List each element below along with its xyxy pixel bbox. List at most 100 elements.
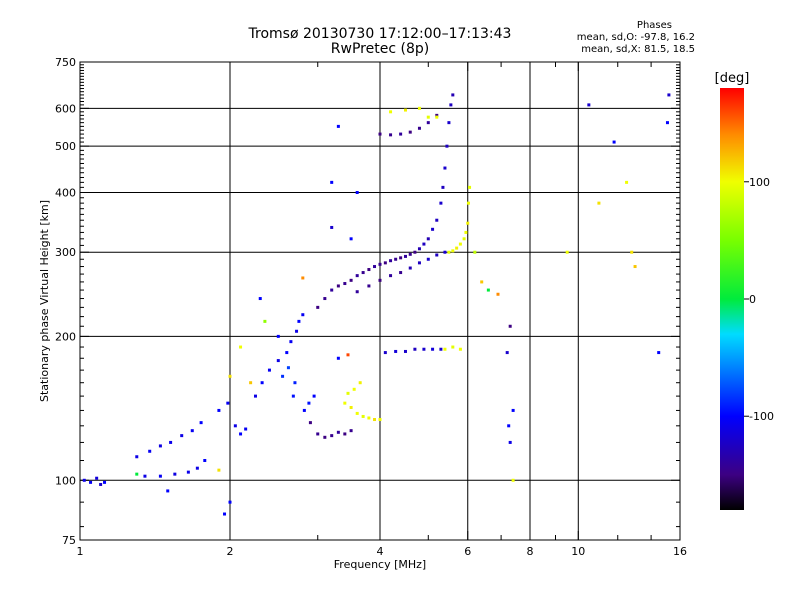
- data-point: [511, 408, 515, 412]
- colorbar: [720, 88, 744, 510]
- data-point: [349, 237, 353, 241]
- data-point: [431, 347, 435, 351]
- data-point: [367, 284, 371, 288]
- data-point: [186, 470, 190, 474]
- x-tick-label: 10: [571, 545, 585, 558]
- data-point: [158, 474, 162, 478]
- y-tick-label: 200: [55, 330, 76, 343]
- x-tick-label: 8: [527, 545, 534, 558]
- data-point: [233, 424, 237, 428]
- data-point: [422, 347, 426, 351]
- data-point: [143, 474, 147, 478]
- data-point: [169, 440, 173, 444]
- data-point: [394, 349, 398, 353]
- data-point: [480, 280, 484, 284]
- data-point: [443, 166, 447, 170]
- data-point: [458, 347, 462, 351]
- data-point: [330, 434, 334, 438]
- data-point: [343, 401, 347, 405]
- data-point: [383, 261, 387, 265]
- data-point: [82, 478, 86, 482]
- y-tick-label: 600: [55, 102, 76, 115]
- data-point: [358, 381, 362, 385]
- data-point: [263, 319, 267, 323]
- data-point: [439, 201, 443, 205]
- data-point: [289, 340, 293, 344]
- y-tick-label: 400: [55, 186, 76, 199]
- data-point: [346, 391, 350, 395]
- data-point: [336, 124, 340, 128]
- y-tick-label: 75: [62, 534, 76, 547]
- data-point: [148, 449, 152, 453]
- data-point: [336, 430, 340, 434]
- data-point: [508, 440, 512, 444]
- data-point: [173, 472, 177, 476]
- data-point: [435, 253, 439, 257]
- data-point: [451, 345, 455, 349]
- data-point: [417, 126, 421, 130]
- data-point: [511, 478, 515, 482]
- data-point: [408, 130, 412, 134]
- data-point: [349, 278, 353, 282]
- data-point: [417, 261, 421, 265]
- data-point: [158, 444, 162, 448]
- data-point: [389, 259, 393, 263]
- colorbar-tick-label: 100: [749, 176, 770, 189]
- data-point: [625, 180, 629, 184]
- data-point: [89, 480, 93, 484]
- data-point: [665, 121, 669, 125]
- data-point: [441, 185, 445, 189]
- data-point: [399, 256, 403, 260]
- data-point: [316, 432, 320, 436]
- x-tick-label: 4: [377, 545, 384, 558]
- data-point: [413, 250, 417, 254]
- data-point: [349, 429, 353, 433]
- data-point: [312, 394, 316, 398]
- y-axis-label: Stationary phase Virtual Height [km]: [38, 200, 51, 402]
- data-point: [180, 434, 184, 438]
- colorbar-tick-label: -100: [749, 410, 774, 423]
- data-point: [217, 468, 221, 472]
- data-point: [301, 313, 305, 317]
- data-point: [399, 132, 403, 136]
- data-point: [291, 394, 295, 398]
- data-point: [355, 290, 359, 294]
- data-point: [276, 334, 280, 338]
- data-point: [378, 278, 382, 282]
- data-point: [166, 489, 170, 493]
- data-point: [203, 458, 207, 462]
- x-axis-label: Frequency [MHz]: [334, 558, 426, 571]
- data-point: [426, 121, 430, 125]
- data-point: [417, 106, 421, 110]
- data-point: [403, 349, 407, 353]
- data-point: [378, 418, 382, 422]
- data-point: [355, 274, 359, 278]
- data-point: [293, 381, 297, 385]
- data-point: [422, 242, 426, 246]
- data-point: [633, 265, 637, 269]
- data-point: [253, 394, 257, 398]
- data-point: [612, 140, 616, 144]
- data-point: [486, 288, 490, 292]
- data-point: [507, 424, 511, 428]
- data-point: [244, 427, 248, 431]
- data-point: [389, 274, 393, 278]
- data-point: [367, 268, 371, 272]
- data-point: [383, 351, 387, 355]
- data-point: [443, 250, 447, 254]
- colorbar-unit: [deg]: [715, 71, 750, 86]
- data-point: [443, 347, 447, 351]
- data-point: [439, 347, 443, 351]
- data-point: [361, 271, 365, 275]
- data-point: [349, 405, 353, 409]
- data-point: [336, 284, 340, 288]
- data-point: [505, 351, 509, 355]
- chart-title: Tromsø 20130730 17:12:00–17:13:43: [248, 26, 512, 42]
- data-point: [378, 262, 382, 266]
- x-tick-label: 2: [227, 545, 234, 558]
- data-point: [361, 414, 365, 418]
- data-point: [426, 237, 430, 241]
- data-point: [323, 435, 327, 439]
- data-point: [449, 103, 453, 107]
